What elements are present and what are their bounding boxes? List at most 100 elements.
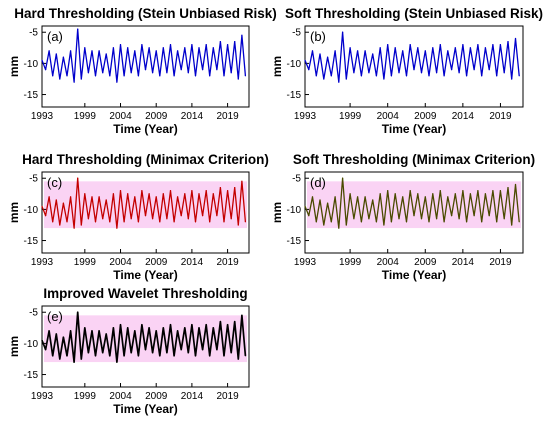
data-point — [379, 47, 381, 49]
data-point — [77, 177, 79, 179]
data-point — [234, 41, 236, 43]
data-point — [119, 324, 122, 326]
data-point — [202, 349, 204, 351]
data-point — [216, 349, 218, 351]
data-point — [216, 69, 218, 71]
data-point — [109, 75, 111, 77]
data-point — [62, 336, 64, 338]
data-point — [198, 193, 200, 195]
x-tick-label: 2019 — [489, 257, 512, 268]
x-tick-label: 2014 — [181, 111, 204, 122]
data-point — [387, 44, 389, 46]
data-point — [87, 352, 89, 354]
x-axis-label: Time (Year) — [382, 122, 446, 136]
data-point — [241, 180, 243, 182]
data-point — [216, 215, 218, 217]
y-tick-label: -5 — [29, 308, 38, 319]
series-line — [304, 31, 520, 83]
data-point — [428, 221, 430, 223]
data-point — [116, 361, 118, 363]
data-point — [237, 224, 239, 226]
data-point — [173, 355, 175, 357]
data-point — [342, 177, 344, 179]
data-point — [223, 75, 225, 77]
data-point — [152, 72, 154, 74]
data-point — [155, 196, 157, 198]
y-tick-label: -15 — [24, 370, 39, 381]
data-point — [137, 355, 139, 357]
data-point — [70, 50, 72, 52]
data-point — [473, 215, 475, 217]
data-point — [45, 349, 47, 351]
y-tick-label: -15 — [287, 236, 302, 247]
data-point — [357, 50, 359, 52]
data-point — [94, 355, 97, 357]
data-point — [84, 327, 86, 329]
data-point — [105, 333, 107, 335]
x-tick-label: 2009 — [145, 391, 168, 402]
data-point — [191, 190, 193, 192]
data-point — [98, 50, 100, 52]
data-point — [62, 56, 64, 58]
data-point — [116, 227, 118, 229]
data-point — [162, 327, 164, 329]
data-point — [327, 202, 329, 204]
data-point — [80, 224, 82, 226]
plot-frame — [41, 305, 250, 388]
data-point — [372, 53, 374, 55]
data-point — [424, 50, 426, 52]
x-tick-label: 2004 — [109, 391, 132, 402]
chart-panel-e: Improved Wavelet Thresholding (e) -5 -10 -15… — [7, 286, 250, 416]
data-point — [123, 221, 125, 223]
data-point — [327, 56, 329, 58]
data-point — [105, 53, 107, 55]
data-point — [405, 221, 408, 223]
data-point — [387, 190, 389, 192]
data-point — [70, 196, 72, 198]
data-point — [447, 50, 449, 52]
data-point — [73, 361, 75, 363]
data-point — [209, 75, 211, 77]
data-point — [141, 190, 143, 192]
data-point — [338, 81, 340, 83]
x-tick-label: 1999 — [74, 257, 97, 268]
data-point — [187, 352, 189, 354]
data-point — [141, 44, 143, 46]
data-point — [159, 75, 161, 77]
data-point — [518, 221, 520, 223]
data-point — [417, 193, 419, 195]
chart-panel-b: Soft Thresholding (Stein Unbiased Risk) (… — [270, 6, 543, 136]
data-point — [98, 330, 100, 332]
data-point — [48, 196, 50, 198]
data-point — [202, 69, 204, 71]
data-point — [458, 218, 460, 220]
x-tick-label: 2009 — [414, 111, 437, 122]
data-point — [45, 215, 47, 217]
data-point — [492, 190, 494, 192]
data-point — [98, 196, 100, 198]
data-point — [80, 358, 82, 360]
data-point — [323, 78, 325, 80]
data-point — [334, 50, 336, 52]
data-point — [205, 44, 207, 46]
data-point — [484, 47, 486, 49]
data-point — [77, 311, 79, 313]
y-axis-label: mm — [270, 56, 284, 77]
data-point — [323, 224, 325, 226]
data-point — [134, 330, 136, 332]
chart-panel-c: Hard Thresholding (Minimax Criterion) (c)… — [7, 152, 269, 282]
data-point — [45, 69, 47, 71]
plot-frame — [41, 171, 250, 254]
data-point — [304, 59, 306, 61]
data-point — [244, 221, 246, 223]
data-point — [80, 78, 82, 80]
data-point — [342, 31, 344, 33]
data-point — [409, 44, 411, 46]
data-point — [507, 41, 509, 43]
x-tick-label: 1999 — [339, 111, 362, 122]
data-point — [59, 78, 61, 80]
data-point — [308, 215, 310, 217]
data-point — [357, 196, 359, 198]
chart-panel-a: Hard Thresholding (Stein Unbiased Risk) (… — [7, 6, 277, 136]
panel-title: Soft Thresholding (Minimax Criterion) — [293, 152, 535, 167]
